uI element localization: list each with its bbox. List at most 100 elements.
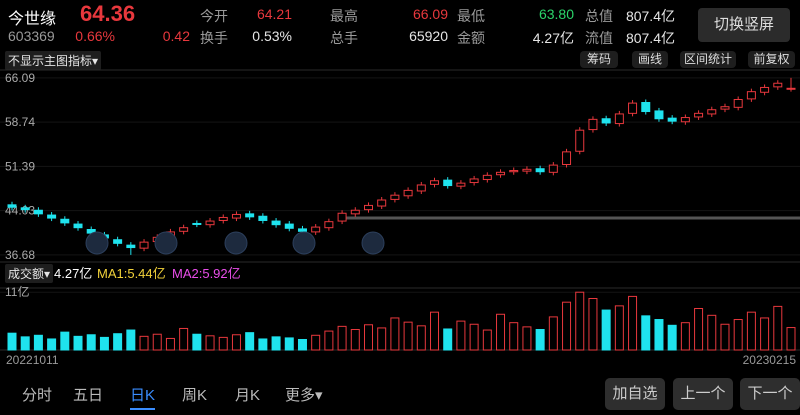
- volume-bar: [126, 329, 136, 351]
- volume-bar: [311, 334, 321, 351]
- volume-bar: [7, 332, 17, 351]
- field-value: 63.80: [538, 6, 574, 22]
- toolbar-button[interactable]: 筹码: [580, 51, 618, 68]
- field-value: 4.27亿: [532, 30, 574, 46]
- volume-bar: [297, 338, 307, 351]
- volume-bar: [641, 315, 651, 351]
- nav-button: [361, 231, 385, 255]
- action-button[interactable]: 下一个: [740, 378, 800, 410]
- indicator-select[interactable]: 不显示主图指标▾: [5, 51, 102, 70]
- volume-bar: [588, 298, 598, 351]
- volume-bar: [33, 334, 43, 351]
- volume-bar: [258, 338, 268, 351]
- volume-bar: [324, 330, 334, 351]
- candle-body: [760, 86, 770, 93]
- candle-body: [231, 213, 241, 219]
- field-value: 65920: [409, 28, 448, 44]
- volume-bar: [337, 325, 347, 351]
- toolbar-button[interactable]: 前复权: [748, 51, 795, 68]
- tab[interactable]: 分时: [22, 387, 53, 404]
- volume-bar: [99, 336, 109, 351]
- volume-bar: [509, 322, 519, 351]
- volume-bar: [416, 325, 426, 351]
- tab[interactable]: 月K: [235, 387, 261, 404]
- candle-body: [509, 170, 519, 173]
- candle-body: [667, 117, 677, 122]
- candle-body: [562, 151, 572, 165]
- candle-body: [773, 82, 783, 88]
- candle-body: [126, 244, 136, 249]
- orientation-button[interactable]: 切换竖屏: [698, 8, 790, 42]
- candle-body: [746, 91, 756, 100]
- tab[interactable]: 更多▾: [285, 387, 323, 404]
- volume-bar: [271, 336, 281, 351]
- volume-bar: [575, 291, 585, 351]
- candle-body: [641, 102, 651, 113]
- candle-body: [33, 209, 43, 215]
- field-label: 流值: [585, 30, 613, 46]
- volume-current: 4.27亿: [54, 266, 93, 281]
- volume-bar: [192, 333, 202, 351]
- candle-body: [403, 189, 413, 197]
- field-label: 最高: [330, 8, 358, 24]
- change: 0.42: [162, 28, 190, 44]
- stock-name: 今世缘: [8, 11, 57, 28]
- candle-body: [324, 221, 334, 229]
- toolbar-button[interactable]: 区间统计: [680, 51, 736, 68]
- field-value: 807.4亿: [625, 8, 675, 24]
- candle-body: [733, 98, 743, 108]
- volume-bar: [73, 335, 83, 351]
- start-date: 20221011: [6, 353, 59, 367]
- tab[interactable]: 周K: [182, 387, 208, 404]
- nav-button: [85, 231, 109, 255]
- candle-body: [601, 118, 611, 124]
- candle-body: [654, 110, 664, 120]
- volume-ma2: MA2:5.92亿: [172, 266, 241, 281]
- volume-bar: [350, 329, 360, 351]
- volume-bar: [496, 313, 506, 351]
- y-tick-label: 58.74: [5, 115, 35, 129]
- volume-bar: [60, 331, 70, 351]
- candle-body: [47, 214, 57, 219]
- volume-bar: [443, 328, 453, 351]
- volume-bar: [86, 334, 96, 351]
- volume-bar: [179, 327, 189, 351]
- volume-bar: [694, 307, 704, 351]
- candle-body: [245, 213, 255, 218]
- volume-bar: [628, 295, 638, 351]
- volume-bar: [707, 314, 717, 351]
- stock-code: 603369: [8, 28, 55, 44]
- nav-button: [154, 231, 178, 255]
- candle-body: [707, 109, 717, 115]
- volume-ma1: MA1:5.44亿: [97, 266, 166, 281]
- field-label: 总值: [585, 8, 613, 24]
- tab[interactable]: 五日: [73, 387, 104, 404]
- tab[interactable]: 日K: [130, 384, 156, 410]
- candle-body: [258, 215, 268, 221]
- candle-body: [350, 209, 360, 215]
- volume-bar: [47, 338, 57, 351]
- volume-bar: [667, 324, 677, 351]
- volume-bar: [284, 337, 294, 351]
- candle-body: [786, 87, 796, 90]
- volume-bar: [152, 333, 162, 351]
- volume-bar: [786, 327, 796, 351]
- action-button[interactable]: 加自选: [605, 378, 665, 410]
- action-button[interactable]: 上一个: [673, 378, 733, 410]
- candle-body: [469, 178, 479, 184]
- volume-bar: [390, 317, 400, 351]
- candle-body: [456, 182, 466, 187]
- volume-bar: [733, 319, 743, 351]
- volume-bar: [746, 311, 756, 351]
- volume-bar: [20, 336, 30, 351]
- candle-body: [311, 226, 321, 233]
- volume-bar: [601, 309, 611, 351]
- toolbar-button[interactable]: 画线: [632, 51, 668, 68]
- candle-body: [363, 204, 373, 211]
- volume-indicator-select[interactable]: 成交额▾: [5, 264, 54, 283]
- candle-body: [588, 118, 598, 131]
- candle-body: [113, 239, 123, 244]
- volume-bar: [363, 324, 373, 351]
- candle-body: [496, 171, 506, 176]
- volume-bar: [139, 335, 149, 351]
